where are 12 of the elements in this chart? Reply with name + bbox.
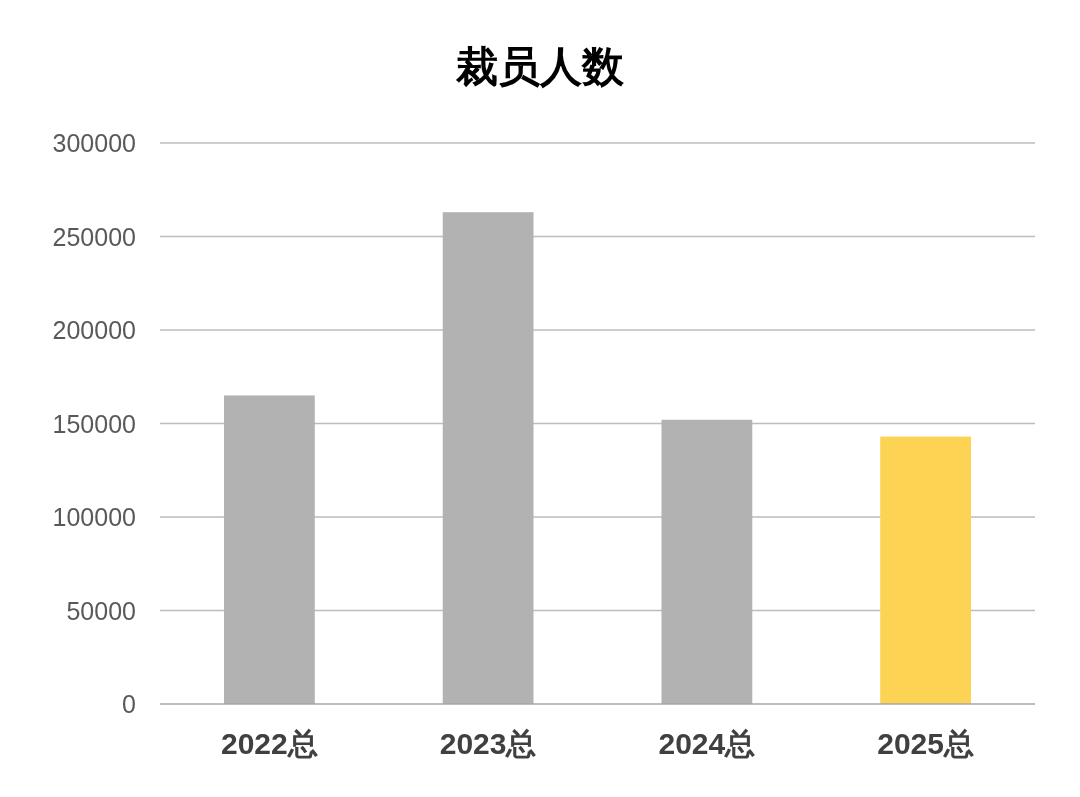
ytick: 100000 <box>52 503 136 531</box>
ytick: 200000 <box>52 316 136 344</box>
ytick: 50000 <box>66 596 136 625</box>
ytick: 300000 <box>52 129 136 157</box>
xtick: 2025总 <box>877 726 974 760</box>
xtick: 2023总 <box>439 726 537 760</box>
title: 裁员人数 <box>456 43 624 90</box>
xtick: 2022总 <box>221 726 318 760</box>
ytick: 250000 <box>52 222 136 251</box>
xtick: 2024总 <box>658 726 756 760</box>
ytick: 0 <box>122 690 136 718</box>
ytick: 150000 <box>52 409 136 438</box>
